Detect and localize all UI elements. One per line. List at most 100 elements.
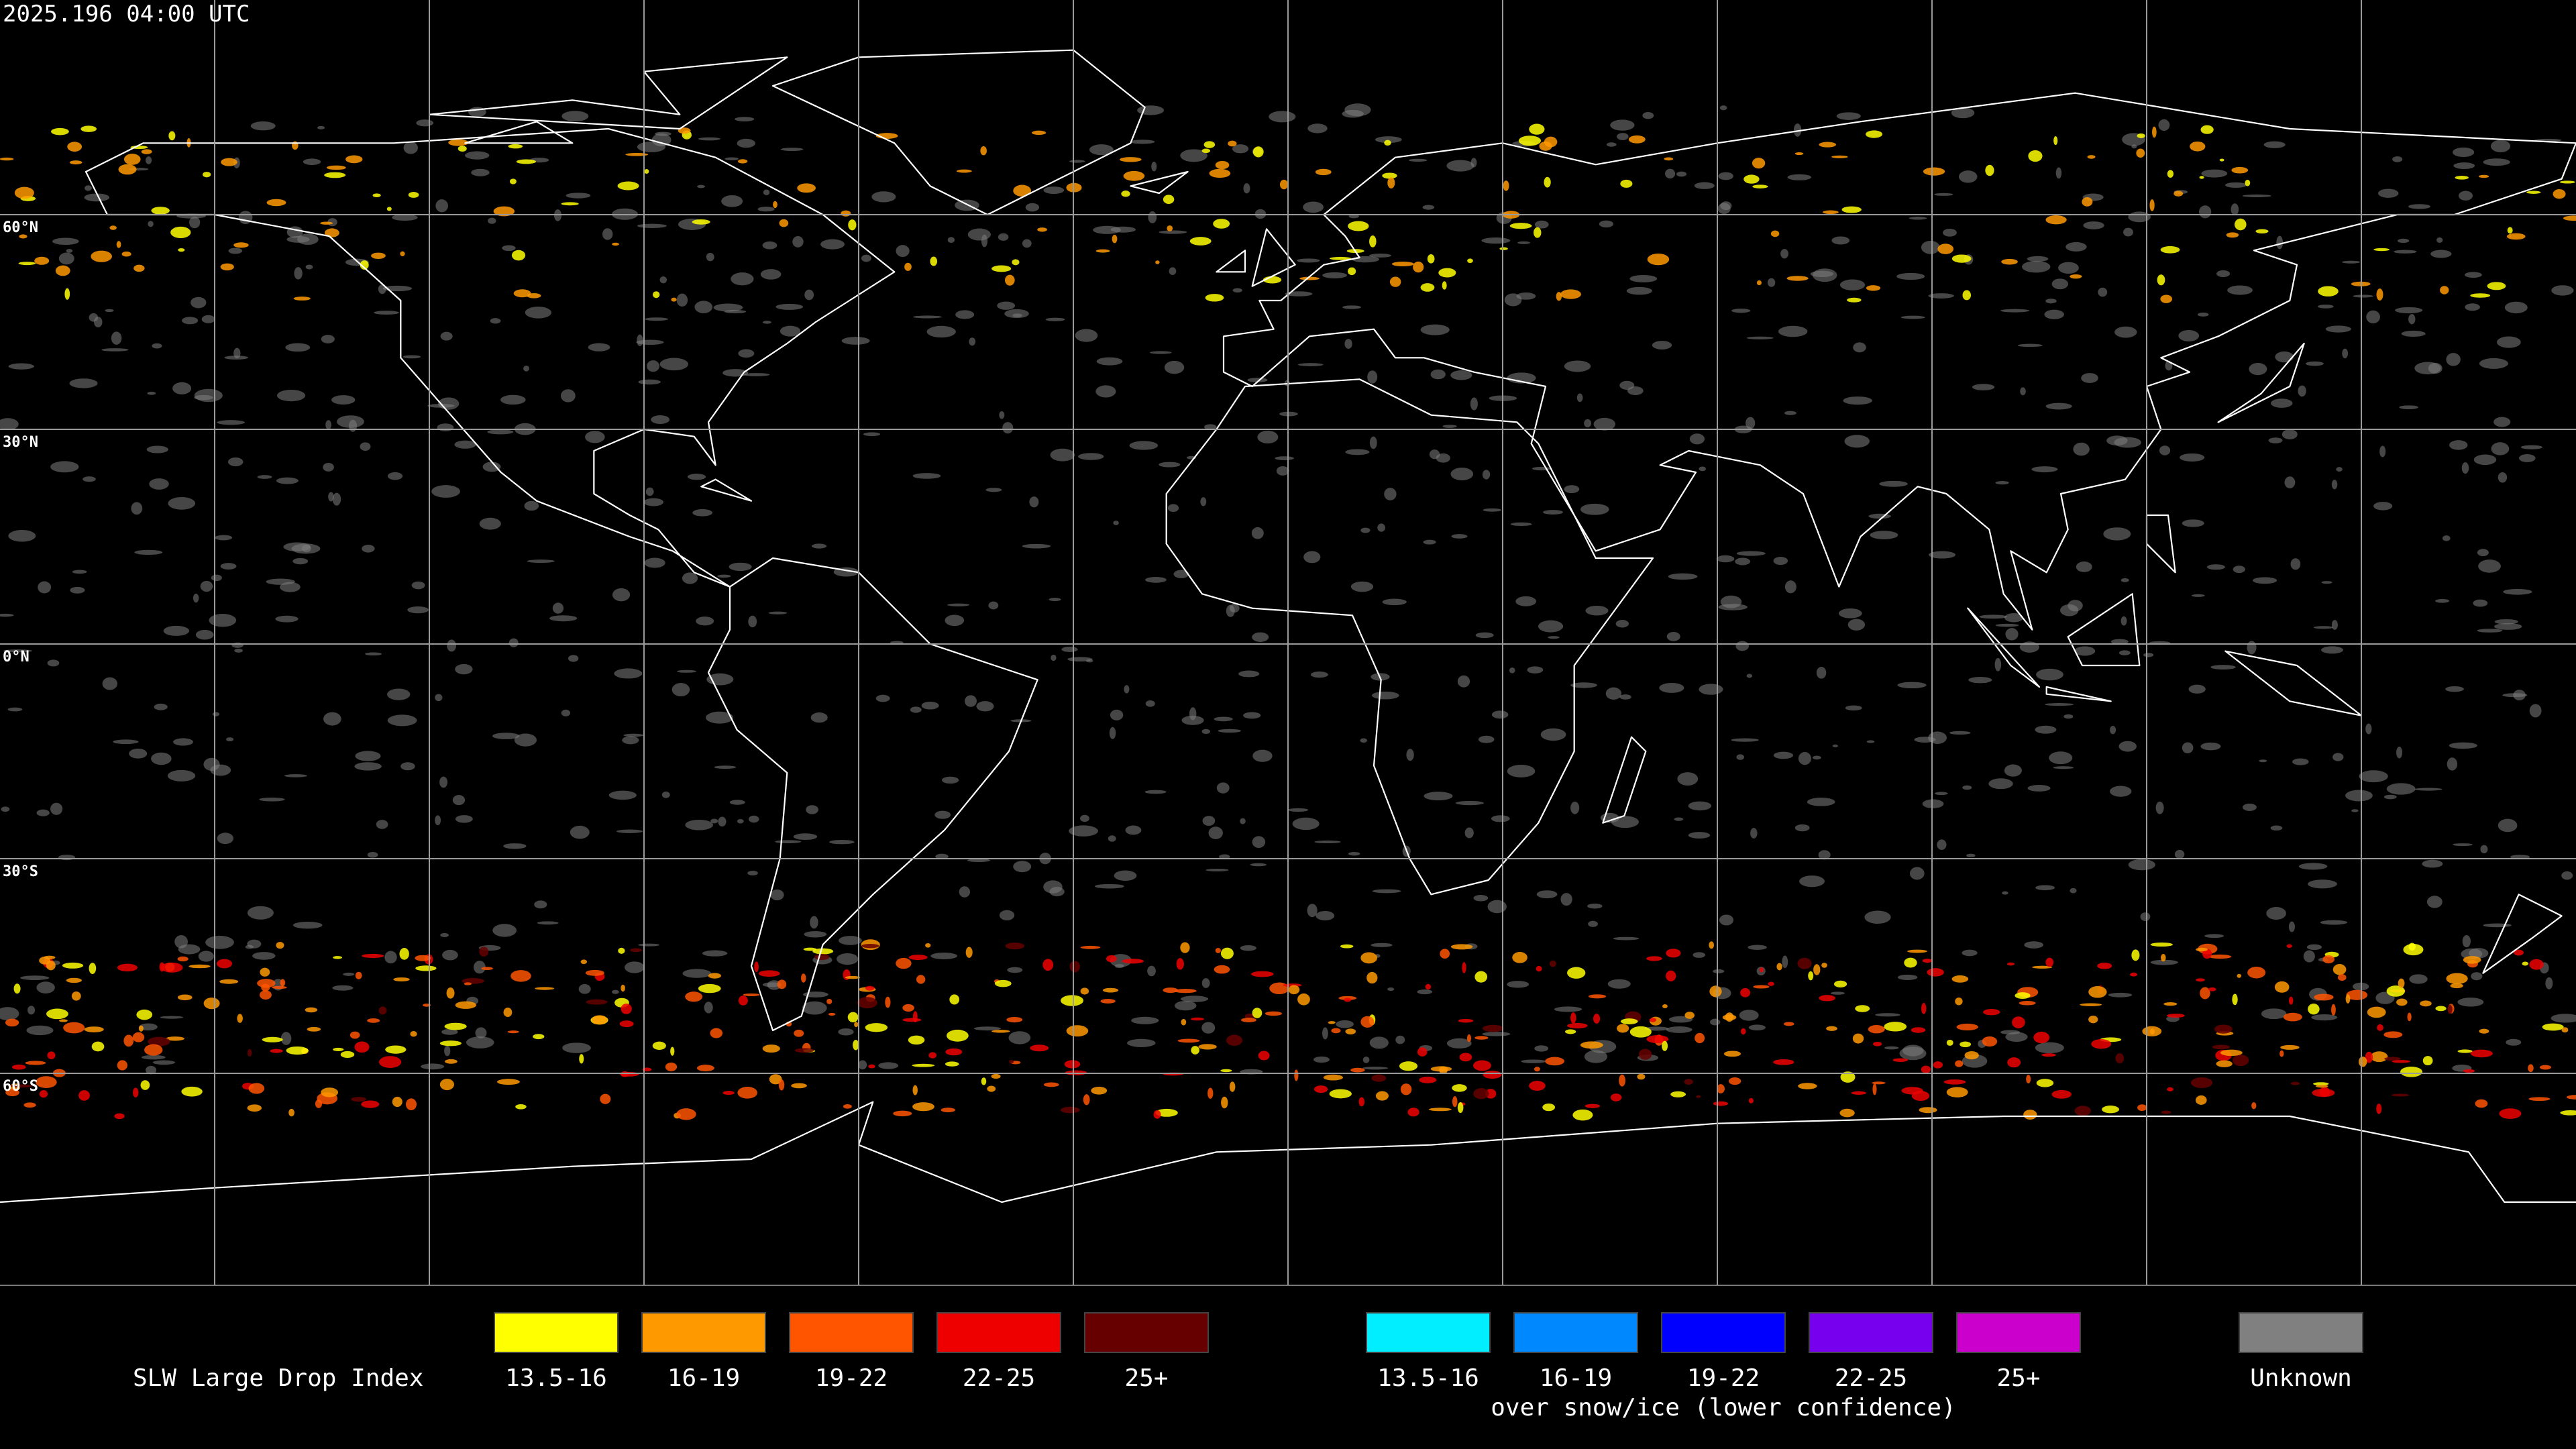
cloud-patch	[1750, 828, 1758, 839]
cloud-patch	[1739, 1010, 1759, 1021]
slw-patch	[1549, 960, 1556, 967]
cloud-patch	[455, 663, 473, 675]
cloud-patch	[1780, 249, 1789, 259]
cloud-patch	[292, 557, 309, 565]
slw-patch	[2190, 141, 2206, 152]
slw-patch	[320, 221, 333, 225]
cloud-patch	[973, 1026, 1002, 1031]
slw-patch	[1220, 1069, 1232, 1073]
cloud-patch	[2551, 1014, 2576, 1023]
slw-patch	[13, 983, 21, 994]
slw-patch	[36, 1076, 57, 1088]
slw-patch	[1740, 987, 1751, 998]
slw-patch	[845, 975, 861, 979]
cloud-patch	[8, 363, 34, 370]
cloud-patch	[912, 315, 943, 319]
slw-patch	[2149, 199, 2155, 211]
cloud-patch	[2073, 442, 2090, 456]
cloud-patch	[1110, 709, 1124, 720]
slw-patch	[1462, 962, 1466, 973]
slw-patch	[981, 1077, 987, 1085]
cloud-patch	[1475, 632, 1494, 639]
cloud-patch	[2457, 998, 2484, 1007]
slw-patch	[333, 956, 342, 959]
slw-patch	[912, 1102, 934, 1112]
cloud-patch	[926, 325, 956, 338]
slw-patch	[2376, 1104, 2382, 1114]
cloud-patch	[1482, 470, 1491, 480]
slw-patch	[1647, 253, 1670, 266]
cloud-patch	[1534, 1045, 1549, 1052]
cloud-patch	[2292, 758, 2309, 765]
cloud-patch	[636, 339, 664, 345]
cloud-patch	[134, 549, 163, 555]
slw-patch	[1360, 952, 1378, 964]
slw-patch	[1215, 160, 1230, 170]
slw-patch	[257, 979, 276, 988]
slw-patch	[1646, 956, 1662, 961]
cloud-patch	[2342, 348, 2349, 359]
slw-patch	[408, 192, 419, 198]
slw-patch	[2528, 1064, 2534, 1073]
slw-patch	[1921, 1065, 1931, 1073]
cloud-patch	[2518, 454, 2536, 462]
cloud-patch	[841, 337, 870, 345]
slw-patch	[5, 1018, 19, 1027]
cloud-patch	[1252, 632, 1269, 642]
cloud-patch	[2365, 723, 2372, 735]
cloud-patch	[743, 373, 770, 376]
slw-patch	[1348, 267, 1356, 276]
slw-patch	[1064, 1060, 1081, 1069]
slw-patch	[1163, 195, 1175, 205]
cloud-patch	[622, 736, 639, 745]
cloud-patch	[1049, 598, 1061, 602]
cloud-patch	[26, 1025, 54, 1036]
legend-background	[0, 1285, 2576, 1449]
cloud-patch	[1968, 676, 1992, 684]
slw-patch	[114, 1113, 125, 1120]
slw-patch	[1458, 1018, 1474, 1023]
cloud-patch	[2504, 301, 2528, 314]
slw-patch	[1819, 142, 1837, 148]
cloud-patch	[1247, 378, 1268, 382]
slw-patch	[2528, 1097, 2551, 1102]
slw-patch	[1852, 1033, 1864, 1044]
slw-patch	[1323, 1074, 1344, 1081]
cloud-patch	[2178, 329, 2200, 341]
slw-patch	[1252, 1008, 1263, 1018]
cloud-patch	[1542, 510, 1564, 515]
cloud-patch	[1002, 422, 1014, 434]
cloud-patch	[1832, 744, 1838, 748]
slw-patch	[2422, 1056, 2433, 1066]
cloud-patch	[1748, 1024, 1766, 1031]
cloud-patch	[2263, 141, 2286, 148]
slw-patch	[591, 1015, 608, 1025]
cloud-patch	[1773, 557, 1788, 566]
slw-patch	[91, 250, 112, 262]
cloud-patch	[1473, 894, 1489, 902]
islands	[701, 172, 2561, 973]
cloud-patch	[1043, 186, 1065, 195]
cloud-patch	[292, 921, 323, 929]
cloud-patch	[2345, 790, 2373, 802]
slw-patch	[857, 997, 877, 1009]
slw-patch	[392, 1096, 402, 1108]
cloud-patch	[1420, 324, 1450, 335]
slw-patch	[1345, 1028, 1356, 1035]
coastlines	[0, 50, 2576, 1202]
slw-patch	[118, 164, 137, 175]
slw-patch	[109, 225, 117, 230]
slw-patch	[19, 234, 28, 239]
cloud-patch	[638, 379, 661, 385]
cloud-patch	[623, 733, 644, 737]
cloud-patch	[1864, 910, 1891, 924]
cloud-patch	[89, 313, 99, 322]
slw-patch	[1962, 290, 1972, 301]
cloud-patch	[561, 111, 589, 122]
slw-patch	[23, 1102, 36, 1108]
slw-patch	[493, 206, 515, 217]
cloud-patch	[1576, 393, 1583, 402]
slw-patch	[1061, 1106, 1080, 1114]
cloud-patch	[1174, 1000, 1197, 1011]
